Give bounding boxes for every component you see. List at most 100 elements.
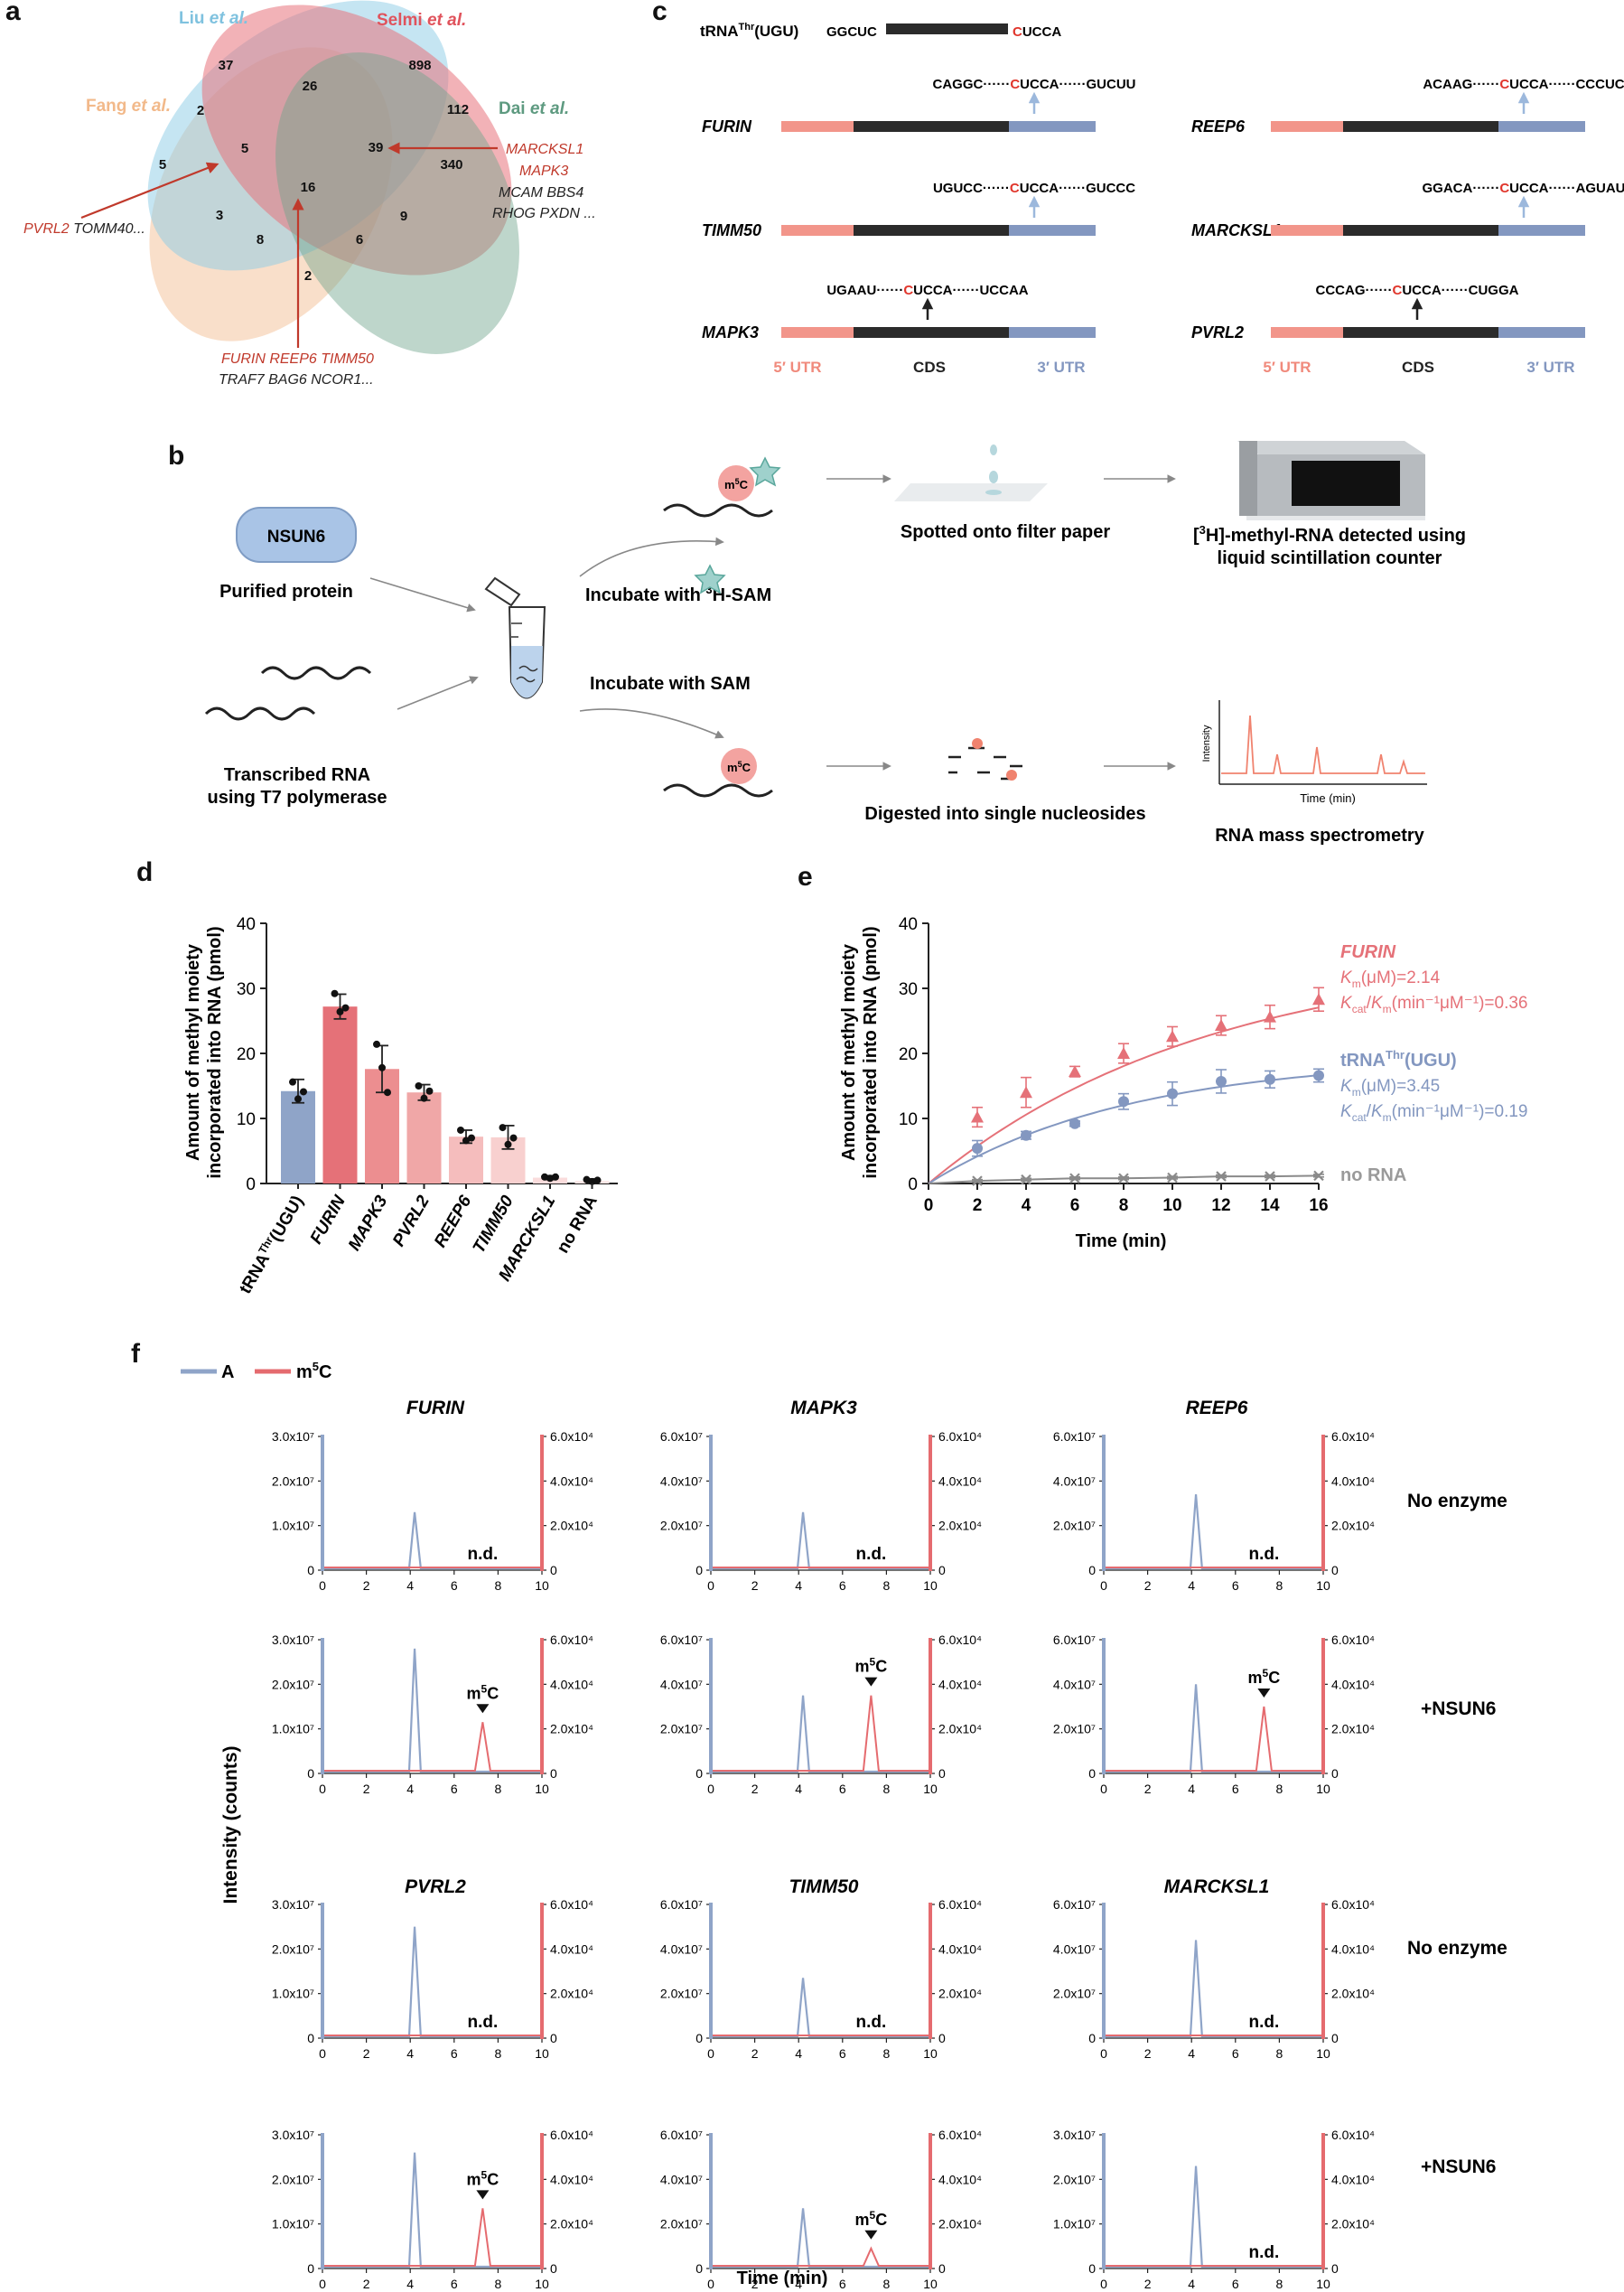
data-point [1264,1010,1276,1023]
y2-tick-label: 4.0x10⁴ [550,1677,593,1691]
panel-label-b: b [168,441,184,471]
y-tick-label: 2.0x10⁷ [1053,1987,1096,2001]
callout-arrow [80,162,219,220]
data-point [1313,1070,1324,1081]
y-tick-label: 1.0x10⁷ [272,1722,314,1736]
replicate-dot [373,1040,380,1048]
y-tick-label: 4.0x10⁷ [1053,1473,1096,1488]
y2-tick-label: 2.0x10⁴ [550,1519,593,1533]
y-tick-label: 20 [237,1045,256,1064]
reaction-tube-icon [484,576,546,699]
x-tick-label: 10 [1316,1782,1330,1796]
data-point [1312,993,1325,1006]
x-tick-label: 6 [839,2046,846,2061]
y-tick-label: 0 [307,1563,314,1577]
y2-tick-label: 2.0x10⁴ [1331,2217,1375,2231]
star-icon [694,564,726,594]
a-trace [1106,1494,1321,1570]
x-tick-label: 8 [495,2046,502,2061]
m5c-peak-label: m5C [855,1656,888,1676]
venn-count: 3 [216,208,223,223]
y-tick-label: 6.0x10⁷ [1053,1897,1096,1912]
m5c-mark-icon [721,748,757,784]
replicate-dot [378,1063,386,1071]
venn-count: 898 [408,58,431,73]
venn-count: 8 [257,232,264,248]
e-legend-trna: tRNAThr(UGU) [1340,1048,1457,1071]
x-tick-label: no RNA [554,1193,602,1257]
venn-count: 2 [304,268,312,284]
x-tick-label: PVRL2 [389,1193,434,1250]
cds-segment [1343,225,1498,236]
a-trace [1106,1940,1321,2038]
chromatogram-plot: 0 1.0x10⁷ 2.0x10⁷ 3.0x10⁷ 0 2.0x10⁴ 4.0x10⁴ 6.0… [272,1429,593,1593]
x-tick-label: 4 [1188,2277,1195,2291]
x-tick-label: 2 [751,1578,759,1593]
x-tick-label: REEP6 [431,1193,476,1251]
venn-callout-left: PVRL2 TOMM40... [23,221,145,237]
y2-tick-label: 0 [938,1766,946,1781]
a-trace [324,1926,540,2038]
e-legend-furin: FURIN [1340,942,1396,962]
a-trace [1106,2166,1321,2269]
m5c-trace [324,2208,540,2267]
f-row-label: +NSUN6 [1421,2156,1496,2177]
m5c-nucleoside-icon [1006,770,1017,781]
x-tick-label: 10 [535,1578,549,1593]
replicate-dot [552,1173,559,1181]
y-tick-label: 4.0x10⁷ [1053,1677,1096,1691]
replicate-dot [499,1124,507,1132]
y-tick-label: 30 [237,980,256,999]
y2-tick-label: 6.0x10⁴ [550,2128,593,2142]
y-tick-label: 4.0x10⁷ [660,2172,703,2186]
x-tick-label: 2 [1144,2046,1152,2061]
gene-name: MAPK3 [702,323,759,341]
venn-callout-right-4: RHOG PXDN ... [492,206,596,221]
y-tick-label: 0 [695,2261,703,2276]
y2-tick-label: 0 [1331,2031,1339,2045]
replicate-dot [384,1089,391,1097]
x-tick-label: 4 [1022,1196,1031,1215]
trna-bar [886,23,1008,34]
venn-label-liu: Liu et al. [179,9,248,28]
panel-c: tRNAThr(UGU) GGCUC CUCCA FURIN CAGGC·····… [700,22,1624,376]
bar [449,1137,483,1183]
a-trace [713,1511,929,1570]
chromatogram-plot: 0 2.0x10⁷ 4.0x10⁷ 6.0x10⁷ 0 2.0x10⁴ 4.0x10⁴ 6.0… [1053,1897,1375,2061]
y-tick-label: 1.0x10⁷ [272,1519,314,1533]
panel-b: NSUN6 Purified protein Transcribed RNA u… [204,441,1466,846]
f-col-title: REEP6 [1186,1398,1248,1418]
d-ylabel-2: incorporated into RNA (pmol) [205,926,225,1178]
y-tick-label: 0 [307,2031,314,2045]
y-tick-label: 2.0x10⁷ [660,1987,703,2001]
y-tick-label: 0 [307,1766,314,1781]
x-tick-label: 4 [406,2046,414,2061]
x-tick-label: 4 [1188,1782,1195,1796]
y2-tick-label: 4.0x10⁴ [1331,1473,1375,1488]
replicate-dot [341,1004,350,1012]
venn-label-fang: Fang et al. [86,97,171,116]
y-tick-label: 2.0x10⁷ [272,1677,314,1691]
m5c-peak-label: m5C [855,2209,888,2229]
gene-name: TIMM50 [702,221,761,239]
mini-xlabel: Time (min) [1300,791,1356,805]
y-tick-label: 40 [899,915,918,934]
peak-marker-icon [1257,1689,1271,1698]
venn-label-selmi: Selmi et al. [377,11,466,30]
y2-tick-label: 4.0x10⁴ [1331,1941,1375,1956]
protein-name: NSUN6 [267,528,325,547]
y-tick-label: 2.0x10⁷ [1053,1519,1096,1533]
venn-callout-bottom-1: FURIN REEP6 TIMM50 [221,351,374,367]
venn-count: 5 [159,157,166,173]
x-tick-label: 0 [1100,2277,1107,2291]
f-col-title: MAPK3 [790,1398,857,1418]
x-tick-label: 6 [839,1578,846,1593]
venn-count: 5 [241,141,248,156]
region-label-5utr: 5′ UTR [773,359,821,376]
y2-tick-label: 4.0x10⁴ [938,1473,982,1488]
venn-count: 6 [356,232,363,248]
replicate-dot [336,1007,344,1015]
trna-label: tRNAThr(UGU) [700,22,798,40]
m5c-label: m5C [727,760,751,774]
y2-tick-label: 0 [1331,1766,1339,1781]
